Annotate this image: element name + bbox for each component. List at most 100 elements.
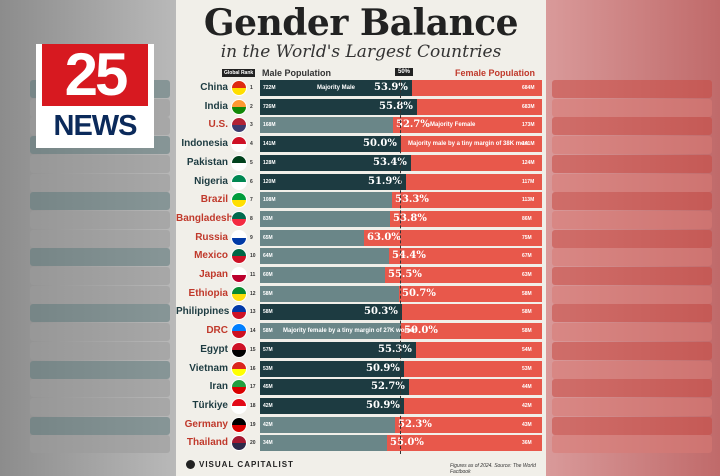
logo-icon — [186, 460, 195, 470]
rank-label: 3 — [250, 122, 253, 129]
majority-percent: 53.4% — [373, 156, 407, 168]
background-row-right — [552, 285, 712, 304]
flag-icon — [231, 341, 247, 358]
female-value: 43M — [522, 421, 532, 428]
male-value: 58M — [263, 309, 273, 316]
male-value: 34M — [263, 440, 273, 447]
flag-icon — [231, 210, 247, 227]
background-row-left — [30, 154, 170, 173]
majority-percent: 53.3% — [395, 194, 429, 206]
male-bar — [260, 304, 402, 321]
female-value: 58M — [522, 309, 532, 316]
flag-icon — [231, 98, 247, 115]
background-row-right — [552, 173, 712, 192]
male-bar — [260, 117, 393, 134]
female-value: 173M — [522, 122, 535, 129]
background-row-right — [552, 416, 712, 435]
background-row-left — [30, 267, 170, 285]
background-row-right — [552, 80, 712, 98]
male-bar — [260, 154, 411, 171]
background-row-right — [552, 360, 712, 379]
logo-number: 25 — [42, 44, 148, 106]
background-row-left — [30, 285, 170, 304]
infographic-poster: Gender Balance in the World's Largest Co… — [176, 0, 546, 476]
background-row-left — [30, 248, 170, 267]
majority-percent: 52.3% — [398, 418, 432, 430]
country-label: China — [200, 82, 228, 93]
background-row-right — [552, 304, 712, 323]
country-label: Vietnam — [189, 362, 228, 374]
logo-word: NEWS — [42, 108, 148, 144]
background-row-right — [552, 248, 712, 267]
female-value: 113M — [522, 197, 535, 204]
male-value: 60M — [263, 272, 273, 278]
background-row-left — [30, 416, 170, 435]
rank-label: 11 — [250, 272, 256, 278]
rank-label: 9 — [250, 234, 253, 241]
flag-icon — [231, 304, 247, 321]
female-bar — [387, 435, 542, 452]
rank-label: 10 — [250, 253, 256, 260]
male-value: 64M — [263, 253, 273, 260]
background-row-left — [30, 323, 170, 342]
chart-title: Gender Balance — [203, 2, 519, 44]
female-value: 684M — [522, 85, 535, 91]
male-bar — [260, 360, 404, 377]
country-label: Iran — [209, 381, 228, 393]
country-label: Mexico — [194, 250, 228, 262]
majority-percent: 55.0% — [390, 437, 424, 449]
country-label: Indonesia — [181, 138, 228, 150]
female-bar — [409, 379, 542, 396]
indonesia-note: Majority male by a tiny margin of 38K me… — [408, 141, 529, 148]
female-bar — [401, 136, 542, 153]
female-bar — [364, 229, 542, 246]
male-value: 108M — [263, 197, 276, 204]
country-label: Japan — [199, 269, 228, 280]
male-value: 58M — [263, 328, 273, 335]
rank-label: 8 — [250, 215, 253, 222]
female-bar — [390, 210, 542, 227]
female-bar — [399, 285, 542, 302]
male-value: 120M — [263, 178, 276, 185]
female-bar — [406, 173, 542, 190]
rank-label: 15 — [250, 346, 256, 353]
flag-icon — [231, 248, 247, 265]
background-row-right — [552, 154, 712, 173]
country-label: Egypt — [200, 343, 228, 355]
male-value: 128M — [263, 159, 276, 166]
male-value: 45M — [263, 384, 273, 391]
country-label: Türkiye — [192, 399, 228, 411]
country-label: Brazil — [200, 194, 228, 206]
majority-percent: 55.3% — [378, 343, 412, 355]
female-value: 67M — [522, 253, 532, 260]
chart-subtitle: in the World's Largest Countries — [220, 42, 502, 62]
background-row-left — [30, 210, 170, 229]
male-bar — [260, 136, 401, 153]
female-value: 117M — [522, 178, 535, 185]
majority-percent: 50.0% — [404, 325, 438, 337]
male-bar — [260, 397, 404, 414]
background-row-left — [30, 379, 170, 398]
male-column-header: Male Population — [262, 68, 332, 78]
female-bar — [392, 192, 542, 209]
male-bar — [260, 379, 409, 396]
rank-label: 7 — [250, 197, 253, 204]
rank-label: 4 — [250, 141, 253, 148]
rank-label: 16 — [250, 365, 256, 372]
male-value: 42M — [263, 421, 273, 428]
male-bar — [260, 192, 392, 209]
majority-percent: 53.9% — [374, 82, 408, 93]
male-bar — [260, 341, 416, 358]
rank-label: 2 — [250, 103, 253, 110]
majority-percent: 51.9% — [368, 175, 402, 187]
country-label: Philippines — [176, 306, 230, 318]
female-column-header: Female Population — [455, 68, 536, 78]
female-value: 683M — [522, 103, 535, 110]
flag-icon — [231, 192, 247, 209]
majority-percent: 54.4% — [392, 250, 426, 262]
female-bar — [411, 154, 542, 171]
background-row-right — [552, 323, 712, 342]
background-row-right — [552, 267, 712, 285]
male-bar — [260, 285, 399, 302]
background-row-left — [30, 304, 170, 323]
